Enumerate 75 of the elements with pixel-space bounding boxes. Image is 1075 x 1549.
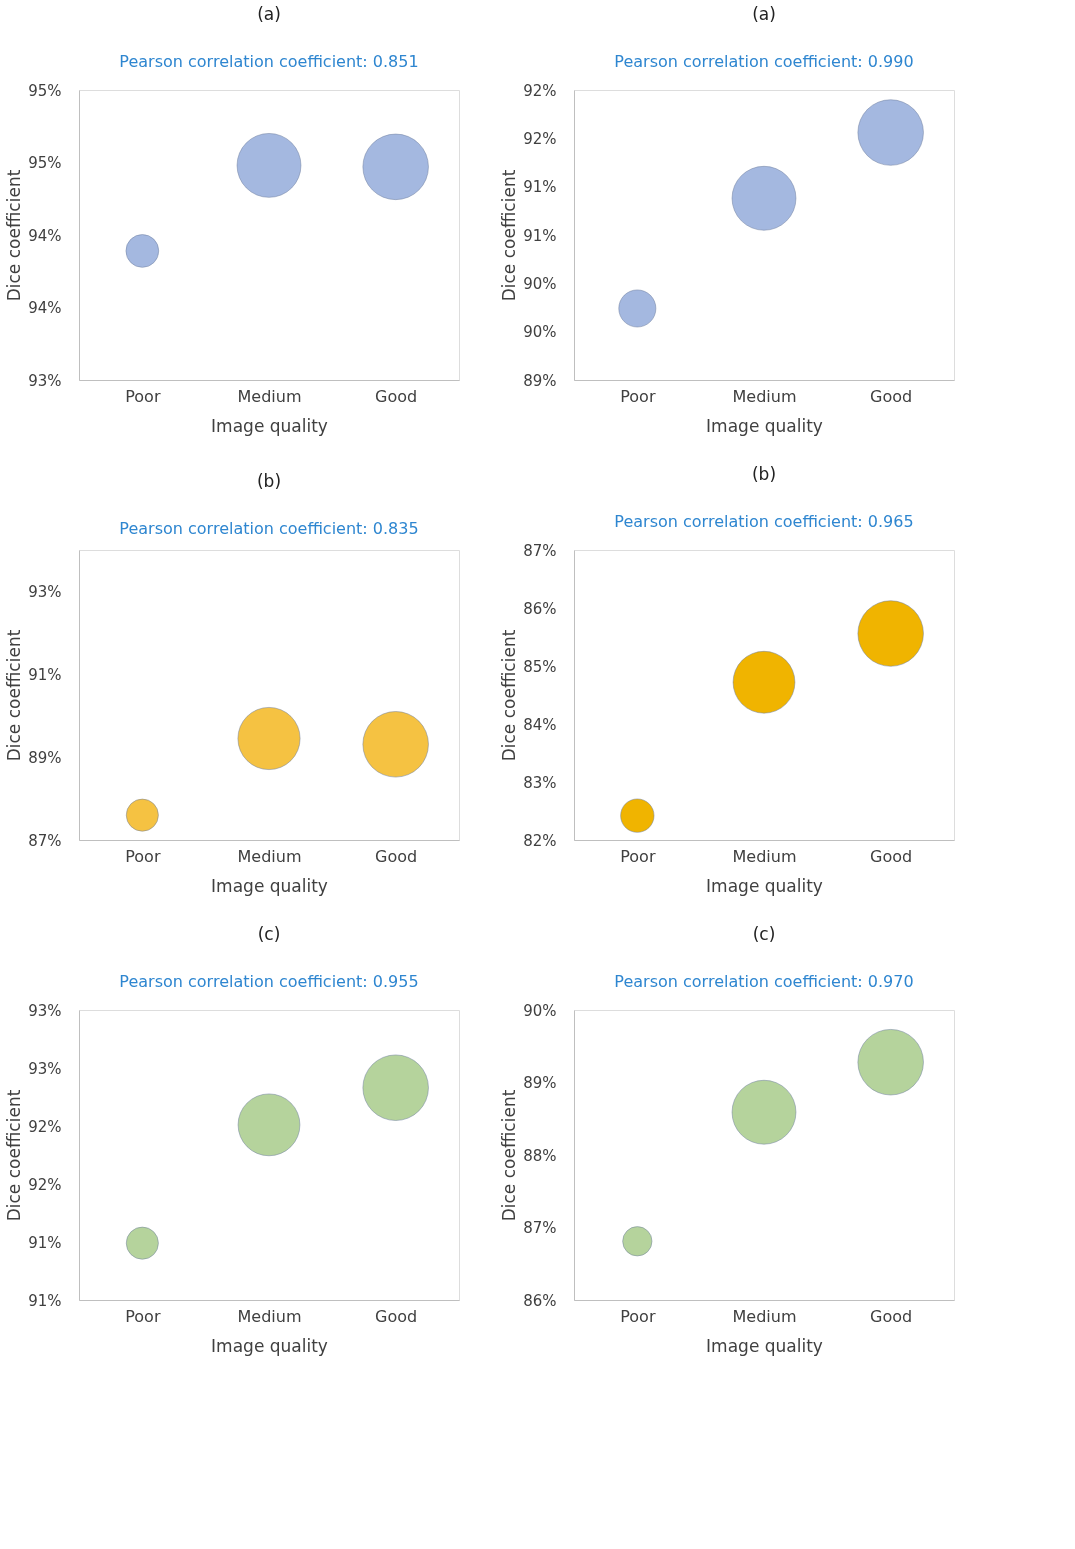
y-tick-label: 93% — [28, 1059, 62, 1078]
y-tick-label: 92% — [28, 1117, 62, 1136]
x-tick-label: Poor — [620, 846, 656, 866]
y-axis-title: Dice coefficient — [4, 1089, 25, 1222]
chart-subtitle: Pearson correlation coefficient: 0.990 — [614, 52, 914, 71]
y-tick-label: 85% — [523, 657, 557, 676]
x-tick-label: Good — [870, 386, 913, 406]
y-tick-label: 91% — [523, 226, 557, 245]
chart-title: (a) — [752, 4, 776, 24]
x-axis-title: Image quality — [706, 1335, 823, 1356]
chart-subtitle: Pearson correlation coefficient: 0.955 — [119, 972, 419, 991]
y-tick-label: 89% — [523, 1074, 557, 1092]
y-tick-label: 90% — [523, 1001, 557, 1020]
y-tick-label: 83% — [523, 773, 557, 792]
y-tick-label: 82% — [523, 831, 557, 850]
x-tick-label: Medium — [732, 846, 797, 866]
x-tick-label: Medium — [732, 1306, 797, 1326]
x-tick-label: Good — [375, 1306, 418, 1326]
y-tick-label: 90% — [523, 274, 557, 293]
x-tick-label: Good — [375, 846, 418, 866]
y-axis-title: Dice coefficient — [499, 169, 520, 302]
y-tick-label: 87% — [28, 831, 62, 850]
y-tick-label: 92% — [523, 81, 557, 100]
chart-title: (c) — [257, 924, 281, 944]
x-tick-label: Medium — [237, 1306, 302, 1326]
y-tick-label: 93% — [28, 1001, 62, 1020]
y-tick-label: 92% — [28, 1175, 62, 1194]
y-axis-title: Dice coefficient — [4, 629, 25, 762]
y-tick-label: 91% — [523, 178, 557, 197]
x-axis-title: Image quality — [211, 875, 328, 896]
x-axis-title: Image quality — [706, 415, 823, 436]
y-tick-label: 91% — [28, 665, 62, 684]
x-tick-label: Medium — [237, 846, 302, 866]
y-tick-label: 94% — [28, 299, 62, 317]
x-tick-label: Good — [870, 846, 913, 866]
x-axis-title: Image quality — [706, 875, 823, 896]
chart-title: (c) — [752, 924, 776, 944]
x-tick-label: Medium — [732, 386, 797, 406]
chart-title: (b) — [751, 464, 777, 484]
y-tick-label: 95% — [28, 81, 62, 100]
x-tick-label: Medium — [237, 386, 302, 406]
x-axis-title: Image quality — [211, 1335, 328, 1356]
y-tick-label: 87% — [523, 541, 557, 560]
y-tick-label: 89% — [523, 371, 557, 390]
x-tick-label: Poor — [620, 386, 656, 406]
x-tick-label: Good — [375, 386, 418, 406]
chart-subtitle: Pearson correlation coefficient: 0.851 — [119, 52, 419, 71]
y-tick-label: 89% — [28, 748, 62, 767]
y-tick-label: 91% — [28, 1291, 62, 1310]
y-tick-label: 90% — [523, 323, 557, 342]
y-tick-label: 88% — [523, 1146, 557, 1165]
y-tick-label: 84% — [523, 715, 557, 734]
x-tick-label: Good — [870, 1306, 913, 1326]
x-tick-label: Poor — [125, 386, 161, 406]
x-axis-title: Image quality — [211, 415, 328, 436]
y-tick-label: 93% — [28, 582, 62, 601]
y-tick-label: 94% — [28, 226, 62, 245]
y-tick-label: 91% — [28, 1233, 62, 1252]
chart-subtitle: Pearson correlation coefficient: 0.835 — [119, 519, 419, 538]
x-tick-label: Poor — [125, 846, 161, 866]
chart-title: (b) — [256, 471, 282, 491]
y-axis-title: Dice coefficient — [499, 629, 520, 762]
y-tick-label: 93% — [28, 371, 62, 390]
chart-subtitle: Pearson correlation coefficient: 0.965 — [614, 512, 914, 531]
y-tick-label: 86% — [523, 599, 557, 618]
y-axis-title: Dice coefficient — [499, 1089, 520, 1222]
x-tick-label: Poor — [125, 1306, 161, 1326]
y-tick-label: 86% — [523, 1291, 557, 1310]
chart-subtitle: Pearson correlation coefficient: 0.970 — [614, 972, 914, 991]
y-tick-label: 95% — [28, 154, 62, 172]
chart-title: (a) — [257, 4, 281, 24]
y-axis-title: Dice coefficient — [4, 169, 25, 302]
y-tick-label: 87% — [523, 1219, 557, 1237]
y-tick-label: 92% — [523, 129, 557, 148]
x-tick-label: Poor — [620, 1306, 656, 1326]
